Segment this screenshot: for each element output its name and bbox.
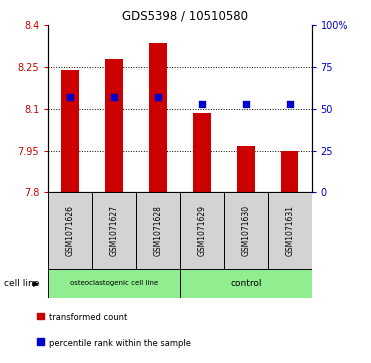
Bar <box>193 113 211 192</box>
Text: GSM1071631: GSM1071631 <box>285 205 294 256</box>
Bar <box>62 70 79 192</box>
Text: GSM1071630: GSM1071630 <box>241 205 250 256</box>
Text: control: control <box>230 279 262 287</box>
Text: transformed count: transformed count <box>49 313 128 322</box>
Point <box>243 101 249 107</box>
Bar <box>180 269 312 298</box>
Text: osteoclastogenic cell line: osteoclastogenic cell line <box>70 280 158 286</box>
Point <box>155 94 161 100</box>
Text: percentile rank within the sample: percentile rank within the sample <box>49 339 191 347</box>
Text: ▶: ▶ <box>33 279 40 287</box>
Bar <box>180 192 224 269</box>
Bar <box>149 44 167 192</box>
Bar <box>136 192 180 269</box>
Bar <box>92 192 136 269</box>
Text: GSM1071627: GSM1071627 <box>109 205 119 256</box>
Point <box>67 94 73 100</box>
Point <box>287 101 293 107</box>
Bar <box>48 192 92 269</box>
Point <box>111 94 117 100</box>
Text: GSM1071629: GSM1071629 <box>197 205 206 256</box>
Text: GSM1071626: GSM1071626 <box>66 205 75 256</box>
Bar <box>237 146 255 192</box>
Bar <box>105 59 123 192</box>
Text: GDS5398 / 10510580: GDS5398 / 10510580 <box>122 9 249 22</box>
Text: cell line: cell line <box>4 279 39 287</box>
Bar <box>48 269 180 298</box>
Bar <box>224 192 268 269</box>
Point <box>199 101 205 107</box>
Text: GSM1071628: GSM1071628 <box>154 205 162 256</box>
Bar <box>268 192 312 269</box>
Bar <box>281 151 298 192</box>
